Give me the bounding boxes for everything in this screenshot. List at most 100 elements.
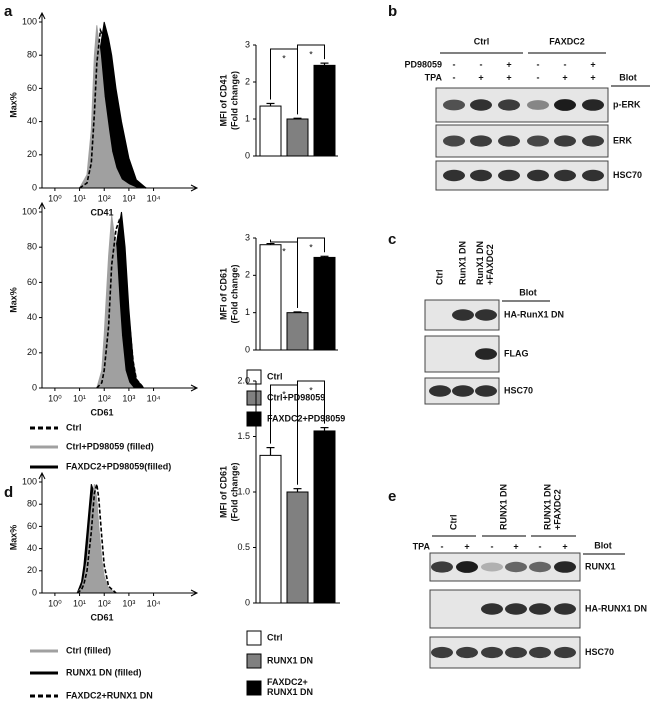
y-axis	[38, 471, 46, 593]
y-tick-label: 0	[245, 597, 250, 607]
y-axis-label: Max%	[8, 287, 18, 313]
legend-swatch	[246, 390, 262, 406]
y-tick-label: 1.5	[237, 431, 250, 441]
legend-label: Ctrl+PD98059 (filled)	[66, 441, 154, 451]
legend-label: FAXDC2+PD98059(filled)	[66, 461, 171, 471]
significance-mark: *	[309, 49, 313, 59]
x-tick-label: 10³	[122, 393, 135, 403]
treatment-sign: -	[537, 59, 540, 69]
lane-group-label: RUNX1 DN+FAXDC2	[543, 484, 563, 530]
blot-band	[554, 135, 576, 147]
bar	[286, 312, 309, 351]
lane-group-label: RUNX1 DN	[498, 484, 508, 530]
y-axis-label: Max%	[8, 92, 18, 118]
blot-band	[554, 646, 576, 659]
lane-group-label: Ctrl	[474, 36, 490, 46]
blot-band	[431, 646, 453, 659]
blot-band	[554, 99, 576, 111]
blot-band	[554, 561, 576, 573]
blot-label: HA-RunX1 DN	[504, 309, 564, 319]
blot-band	[431, 561, 453, 573]
blot-band	[498, 99, 520, 111]
significance-mark: *	[282, 53, 286, 63]
blot-band	[529, 561, 551, 573]
y-axis-label: Max%	[8, 525, 18, 551]
significance-mark: *	[282, 389, 286, 399]
y-tick-label: 40	[27, 543, 37, 553]
treatment-sign: -	[537, 72, 540, 82]
y-tick-label: 20	[27, 149, 37, 159]
blot-label: p-ERK	[613, 99, 641, 109]
y-tick-label: 20	[27, 565, 37, 575]
legend-swatch	[246, 653, 262, 669]
legend-label: Ctrl	[66, 422, 82, 432]
x-tick-label: 10²	[98, 393, 111, 403]
y-tick-label: 40	[27, 312, 37, 322]
legend-label: FAXDC2+PD98059	[267, 413, 345, 423]
blot-band	[456, 561, 478, 573]
y-tick-label: 3	[245, 39, 250, 49]
y-tick-label: 0	[245, 344, 250, 354]
lane-label: RunX1 DN+FAXDC2	[475, 241, 495, 285]
treatment-label: PD98059	[404, 59, 442, 69]
panel-label: a	[4, 3, 13, 20]
blot-label: HA-RUNX1 DN	[585, 603, 647, 613]
x-axis	[42, 184, 199, 192]
panel-label: e	[388, 488, 396, 505]
blot-band	[470, 169, 492, 182]
blot-band	[443, 169, 465, 182]
blot-band	[452, 385, 474, 397]
x-axis-label: CD61	[90, 407, 113, 417]
x-tick-label: 10¹	[73, 393, 86, 403]
significance-bracket	[297, 380, 325, 485]
treatment-sign: -	[539, 541, 542, 551]
blot-label: HSC70	[613, 170, 642, 180]
blot-header: Blot	[619, 72, 637, 82]
bar	[313, 256, 336, 351]
treatment-sign: +	[513, 541, 518, 551]
blot-header: Blot	[519, 287, 537, 297]
blot-band	[527, 100, 549, 110]
blot-band	[527, 169, 549, 182]
blot-band	[443, 99, 465, 111]
treatment-sign: +	[590, 59, 595, 69]
y-tick-label: 2	[245, 76, 250, 86]
blot-label: HSC70	[585, 647, 614, 657]
legend-swatch	[246, 369, 262, 385]
x-axis	[42, 384, 199, 392]
y-tick-label: 1	[245, 307, 250, 317]
legend-label: RUNX1 DN	[267, 655, 313, 665]
treatment-sign: -	[453, 72, 456, 82]
y-tick-label: 100	[22, 16, 37, 26]
y-tick-label: 100	[22, 476, 37, 486]
y-tick-label: 80	[27, 242, 37, 252]
blot-band	[582, 135, 604, 147]
treatment-sign: -	[453, 59, 456, 69]
panel-label: b	[388, 3, 397, 20]
x-axis	[42, 589, 199, 597]
bar	[313, 64, 336, 157]
blot-band	[529, 603, 551, 615]
blot-band	[554, 603, 576, 615]
y-axis-label: MFI of CD41	[218, 74, 228, 126]
treatment-label: TPA	[425, 72, 443, 82]
blot-band	[470, 135, 492, 147]
y-tick-label: 3	[245, 232, 250, 242]
treatment-label: TPA	[413, 541, 431, 551]
bar	[286, 491, 309, 604]
x-axis-label: CD41	[90, 207, 113, 217]
x-tick-label: 10⁴	[147, 598, 161, 608]
y-axis-label: MFI of CD61	[218, 466, 228, 518]
y-axis	[38, 11, 46, 188]
y-tick-label: 2.0	[237, 375, 250, 385]
blot-band	[554, 169, 576, 182]
histogram-line	[79, 27, 147, 189]
legend-label: Ctrl (filled)	[66, 645, 111, 655]
x-tick-label: 10²	[98, 193, 111, 203]
legend-swatch	[246, 680, 262, 696]
y-tick-label: 80	[27, 499, 37, 509]
blot-label: RUNX1	[585, 561, 616, 571]
y-tick-label: 0	[32, 382, 37, 392]
treatment-sign: +	[562, 541, 567, 551]
